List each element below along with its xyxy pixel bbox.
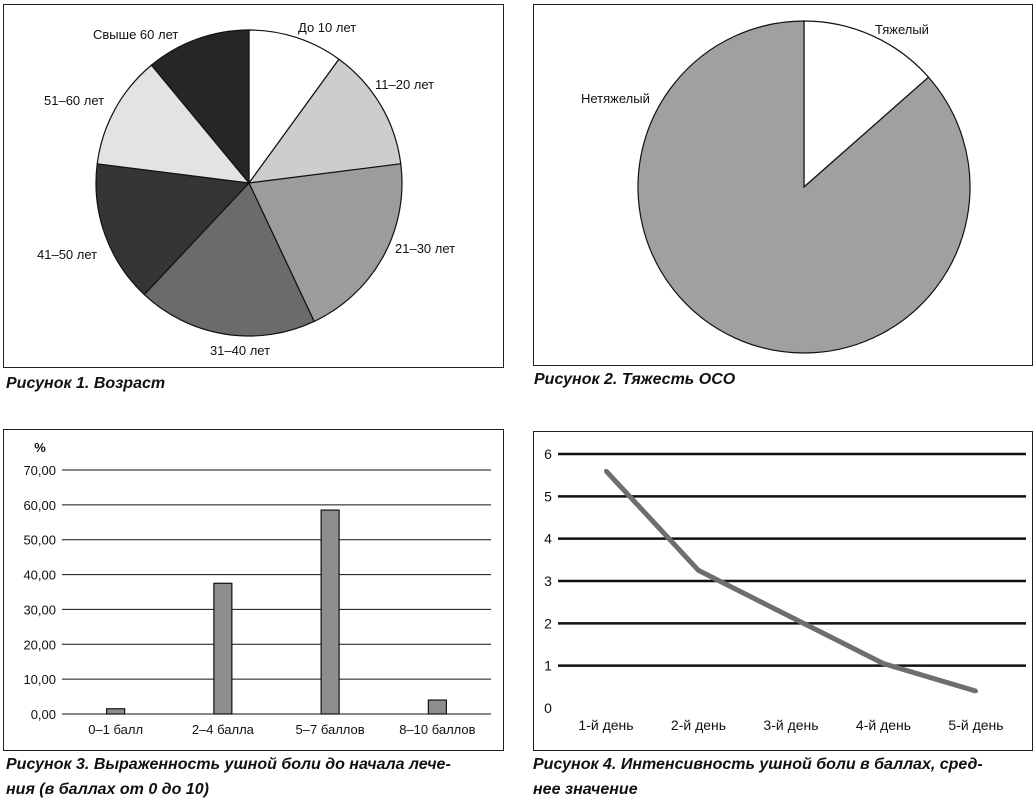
bar-8-10-баллов bbox=[427, 699, 447, 715]
x-tick-label-5: 5-й день bbox=[948, 717, 1003, 733]
pie-slice-3 bbox=[248, 163, 403, 323]
pie-label-1: До 10 лет bbox=[298, 20, 356, 35]
data-point-1 bbox=[604, 468, 608, 473]
pain-bar-chart: 0,00 10,00 20,00 30,00 40,00 50,00 60,00 70,00%… bbox=[23, 440, 491, 737]
y-tick-label-4: 40,00 bbox=[23, 568, 56, 583]
pie-slice-7 bbox=[150, 29, 250, 185]
figure-3-caption-line-1: Рисунок 3. Выраженность ушной боли до на… bbox=[6, 756, 451, 773]
figure-4-caption-line-2: нее значение bbox=[533, 781, 638, 798]
y-tick-label-0: 0 bbox=[544, 700, 552, 716]
severity-pie-panel: Тяжелый Нетяжелый bbox=[533, 4, 1033, 366]
x-tick-label-1: 0–1 балл bbox=[88, 722, 143, 737]
x-tick-label-2: 2–4 балла bbox=[192, 722, 255, 737]
bar-0-1-балл bbox=[106, 708, 126, 715]
pain-line-chart: 0 1 2 3 4 5 6 1-й день 2-й день 3-й день 4-й день 5… bbox=[544, 446, 1026, 733]
pie-slice-2 bbox=[247, 58, 402, 184]
y-tick-label-6: 6 bbox=[544, 446, 552, 462]
y-tick-label-1: 10,00 bbox=[23, 672, 56, 687]
y-tick-label-4: 4 bbox=[544, 531, 552, 547]
y-tick-label-2: 2 bbox=[544, 615, 552, 631]
y-tick-label-3: 30,00 bbox=[23, 602, 56, 617]
y-tick-label-2: 20,00 bbox=[23, 637, 56, 652]
y-tick-label-5: 50,00 bbox=[23, 533, 56, 548]
y-tick-label-6: 60,00 bbox=[23, 498, 56, 513]
data-point-2 bbox=[696, 568, 701, 573]
y-tick-label-0: 0,00 bbox=[31, 707, 56, 722]
x-tick-label-4: 8–10 баллов bbox=[399, 722, 475, 737]
figure-4-caption-line-1: Рисунок 4. Интенсивность ушной боли в ба… bbox=[533, 756, 983, 773]
bar-5-7-баллов bbox=[320, 509, 340, 715]
figure-3-caption-line-2: ния (в баллах от 0 до 10) bbox=[6, 781, 209, 798]
pie-label-3: 21–30 лет bbox=[395, 241, 455, 256]
pie-label-1: Тяжелый bbox=[875, 22, 929, 37]
pie-label-2: 11–20 лет bbox=[375, 77, 434, 92]
figure-4-caption: Рисунок 4. Интенсивность ушной боли в ба… bbox=[533, 752, 1029, 802]
pie-label-7: Свыше 60 лет bbox=[93, 27, 178, 42]
pie-slice-4 bbox=[143, 181, 315, 337]
y-tick-label-7: 70,00 bbox=[23, 463, 56, 478]
y-tick-label-1: 1 bbox=[544, 658, 552, 674]
pie-label-4: 31–40 лет bbox=[210, 343, 270, 358]
severity-pie-chart: Тяжелый Нетяжелый bbox=[581, 20, 971, 354]
pain-line-panel: 0 1 2 3 4 5 6 1-й день 2-й день 3-й день 4-й день 5… bbox=[533, 431, 1033, 751]
y-axis-label: % bbox=[34, 440, 46, 455]
data-point-4 bbox=[881, 661, 886, 666]
age-pie-chart: До 10 лет 11–20 лет 21–30 лет 31–40 лет 41–5… bbox=[37, 20, 455, 358]
figure-3-caption: Рисунок 3. Выраженность ушной боли до на… bbox=[6, 752, 502, 802]
x-tick-label-2: 2-й день bbox=[671, 717, 726, 733]
pie-label-5: 41–50 лет bbox=[37, 247, 97, 262]
pain-bar-panel: 0,00 10,00 20,00 30,00 40,00 50,00 60,00 70,00%… bbox=[3, 429, 504, 751]
y-tick-label-3: 3 bbox=[544, 573, 552, 589]
pie-slice-1 bbox=[248, 29, 340, 185]
y-tick-label-5: 5 bbox=[544, 488, 552, 504]
pie-slice-5 bbox=[95, 163, 251, 296]
bar-2-4-балла bbox=[213, 582, 233, 715]
age-pie-panel: До 10 лет 11–20 лет 21–30 лет 31–40 лет 41–5… bbox=[3, 4, 504, 368]
data-point-5 bbox=[974, 689, 978, 694]
pie-slice-6 bbox=[96, 64, 251, 184]
x-tick-label-3: 3-й день bbox=[763, 717, 818, 733]
pie-slice-1 bbox=[803, 20, 930, 189]
pie-label-6: 51–60 лет bbox=[44, 93, 104, 108]
x-tick-label-1: 1-й день bbox=[578, 717, 633, 733]
figure-2-caption: Рисунок 2. Тяжесть ОСО bbox=[534, 371, 736, 388]
data-point-3 bbox=[789, 614, 793, 619]
x-tick-label-3: 5–7 баллов bbox=[296, 722, 365, 737]
figure-1-caption: Рисунок 1. Возраст bbox=[6, 375, 166, 392]
x-tick-label-4: 4-й день bbox=[856, 717, 911, 733]
pie-label-2: Нетяжелый bbox=[581, 91, 650, 106]
pie-slice-2 bbox=[637, 20, 971, 354]
